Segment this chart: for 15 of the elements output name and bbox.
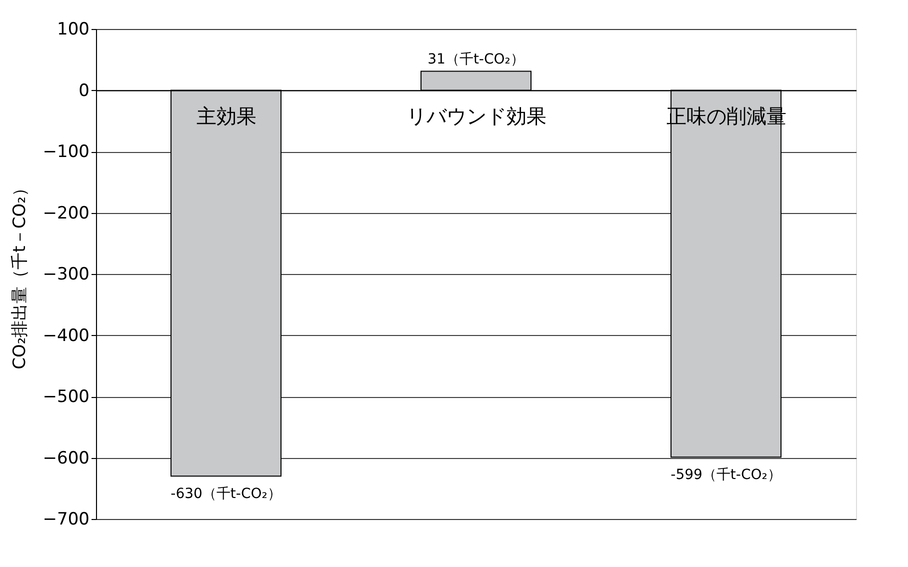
y-tick-label: −300: [42, 264, 90, 284]
data-label: 31（千t-CO₂）: [428, 51, 524, 68]
y-tick-label: 0: [78, 80, 90, 101]
y-tick-label: −100: [42, 142, 90, 162]
x-tick-label: リバウンド効果: [406, 104, 546, 128]
x-tick-label: 主効果: [196, 104, 256, 128]
y-axis-title: CO₂排出量（千t－CO₂）: [10, 180, 30, 370]
data-label: -630（千t-CO₂）: [170, 486, 282, 502]
data-label: -599（千t-CO₂）: [670, 467, 782, 484]
y-tick-label: 100: [57, 20, 90, 40]
y-tick-label: −600: [42, 448, 90, 468]
y-tick-label: −500: [42, 387, 90, 407]
y-tick-label: −200: [42, 203, 90, 224]
y-tick-label: −700: [42, 510, 90, 530]
y-tick-label: −400: [42, 326, 90, 346]
